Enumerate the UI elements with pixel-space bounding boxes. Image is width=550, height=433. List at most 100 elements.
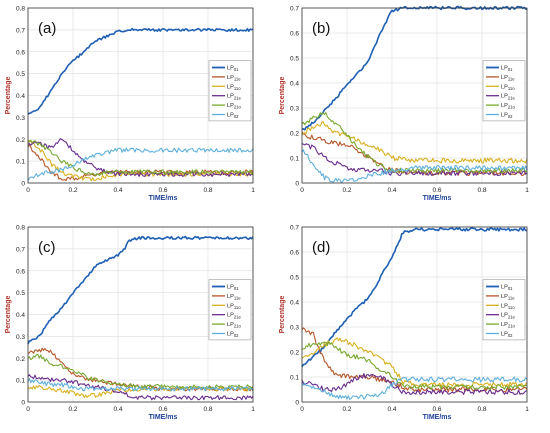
y-tick-label: 0.4 bbox=[290, 81, 299, 88]
x-tick-label: 0 bbox=[26, 187, 30, 194]
x-tick-label: 0.8 bbox=[203, 187, 212, 194]
y-axis-label: Percentage bbox=[279, 77, 286, 115]
series-line-21o bbox=[27, 139, 254, 177]
y-tick-label: 0.4 bbox=[16, 93, 25, 100]
y-tick-label: 0.6 bbox=[290, 31, 299, 38]
y-tick-label: 0 bbox=[295, 400, 299, 407]
x-tick-label: 0.8 bbox=[203, 406, 212, 413]
series-line-21e bbox=[301, 373, 528, 395]
legend-entry-21o: LP21o bbox=[227, 322, 242, 329]
axes-frame bbox=[27, 226, 254, 403]
legend-entry-21o: LP21o bbox=[501, 103, 516, 110]
series-line-21e bbox=[27, 138, 254, 177]
y-axis-label: Percentage bbox=[5, 77, 12, 115]
x-axis-label: TIME/ms bbox=[423, 414, 452, 421]
chart-panel-4: 0 0.1 0.2 0.3 0.4 0.5 0.6 0.7 0 0.2 0.4 0.6 0.8 1 TIME… bbox=[279, 225, 529, 422]
y-tick-label: 0.5 bbox=[16, 71, 25, 78]
y-tick-label: 0 bbox=[295, 181, 299, 188]
x-axis-label: TIME/ms bbox=[149, 195, 178, 202]
x-tick-label: 0.6 bbox=[432, 187, 441, 194]
series-line-11o bbox=[301, 120, 528, 164]
series-line-01 bbox=[301, 227, 528, 368]
x-tick-label: 0 bbox=[300, 406, 304, 413]
series-line-02 bbox=[301, 376, 528, 400]
series-line-21o bbox=[301, 341, 528, 391]
chart-panel-3: 0 0.1 0.2 0.3 0.4 0.5 0.6 0.7 0.8 0 0.2 0.4 0.6 0.8 1 T… bbox=[5, 225, 255, 422]
legend-entry-11o: LP11o bbox=[227, 303, 241, 310]
legend-entry-21o: LP21o bbox=[501, 322, 516, 329]
x-tick-label: 0 bbox=[300, 187, 304, 194]
legend-entry-01: LP01 bbox=[227, 285, 239, 292]
x-tick-label: 1 bbox=[251, 187, 255, 194]
chart-panel-1: 0 0.1 0.2 0.3 0.4 0.5 0.6 0.7 0.8 0 0.2 0.4 0.6 0.8 1 T… bbox=[5, 6, 255, 203]
y-tick-label: 0.6 bbox=[290, 250, 299, 257]
y-tick-label: 0.3 bbox=[16, 334, 25, 341]
y-tick-label: 0.5 bbox=[16, 290, 25, 297]
legend: LP01 LP11e LP11o LP21e LP21o LP02 bbox=[208, 279, 252, 341]
y-tick-label: 0.1 bbox=[16, 159, 25, 166]
y-tick-label: 0.8 bbox=[16, 6, 25, 13]
series-line-02 bbox=[27, 377, 254, 392]
y-tick-label: 0.3 bbox=[16, 115, 25, 122]
y-axis-label: Percentage bbox=[279, 296, 286, 334]
legend-entry-02: LP02 bbox=[227, 113, 239, 120]
y-tick-label: 0.6 bbox=[16, 268, 25, 275]
x-tick-label: 0.2 bbox=[68, 187, 77, 194]
x-tick-label: 0.2 bbox=[68, 406, 77, 413]
chart-panel-2: 0 0.1 0.2 0.3 0.4 0.5 0.6 0.7 0 0.2 0.4 0.6 0.8 1 TIME… bbox=[279, 6, 529, 203]
y-tick-label: 0.7 bbox=[16, 27, 25, 34]
x-tick-label: 0 bbox=[26, 406, 30, 413]
y-tick-label: 0.1 bbox=[290, 375, 299, 382]
panel-label: (c) bbox=[38, 239, 56, 256]
legend-entry-01: LP01 bbox=[501, 66, 513, 73]
y-tick-label: 0.5 bbox=[290, 275, 299, 282]
y-tick-label: 0.1 bbox=[290, 156, 299, 163]
legend: LP01 LP11e LP11o LP21e LP21o LP02 bbox=[208, 60, 252, 122]
series-line-11e bbox=[301, 327, 528, 393]
y-tick-label: 0.6 bbox=[16, 49, 25, 56]
legend-box bbox=[482, 60, 526, 122]
legend-box bbox=[208, 279, 252, 341]
series-line-01 bbox=[27, 27, 254, 115]
panel-label: (a) bbox=[38, 20, 56, 37]
x-tick-label: 0.6 bbox=[432, 406, 441, 413]
y-tick-label: 0.7 bbox=[16, 246, 25, 253]
x-tick-label: 0.6 bbox=[158, 187, 167, 194]
x-tick-label: 1 bbox=[251, 406, 255, 413]
y-tick-label: 0.3 bbox=[290, 106, 299, 113]
x-tick-label: 0.6 bbox=[158, 406, 167, 413]
panel-label: (d) bbox=[312, 239, 330, 256]
series-line-21e bbox=[27, 374, 254, 401]
x-axis-label: TIME/ms bbox=[423, 195, 452, 202]
legend-entry-01: LP01 bbox=[501, 285, 513, 292]
y-tick-label: 0.2 bbox=[290, 131, 299, 138]
series-line-21e bbox=[301, 142, 528, 176]
y-axis-label: Percentage bbox=[5, 296, 12, 334]
axes-frame bbox=[301, 226, 528, 403]
legend-entry-11o: LP11o bbox=[501, 84, 515, 91]
y-tick-label: 0.7 bbox=[290, 6, 299, 13]
x-tick-label: 0.2 bbox=[342, 406, 351, 413]
legend-entry-21e: LP21e bbox=[227, 94, 242, 101]
y-tick-label: 0 bbox=[21, 400, 25, 407]
x-tick-label: 0.8 bbox=[477, 406, 486, 413]
legend: LP01 LP11e LP11o LP21e LP21o LP02 bbox=[482, 60, 526, 122]
legend-entry-11o: LP11o bbox=[501, 303, 515, 310]
axes-frame bbox=[27, 7, 254, 184]
legend-entry-11e: LP11e bbox=[227, 294, 241, 301]
y-tick-label: 0.7 bbox=[290, 225, 299, 232]
legend-entry-11o: LP11o bbox=[227, 84, 241, 91]
x-tick-label: 0.4 bbox=[113, 406, 122, 413]
legend-entry-11e: LP11e bbox=[227, 75, 241, 82]
legend-entry-21e: LP21e bbox=[501, 94, 516, 101]
legend-entry-21e: LP21e bbox=[501, 313, 516, 320]
y-tick-label: 0.2 bbox=[16, 356, 25, 363]
series-line-01 bbox=[27, 235, 254, 345]
legend-entry-11e: LP11e bbox=[501, 75, 515, 82]
legend-entry-02: LP02 bbox=[501, 332, 513, 339]
panel-label: (b) bbox=[312, 20, 330, 37]
x-axis-label: TIME/ms bbox=[149, 414, 178, 421]
y-tick-label: 0.3 bbox=[290, 325, 299, 332]
